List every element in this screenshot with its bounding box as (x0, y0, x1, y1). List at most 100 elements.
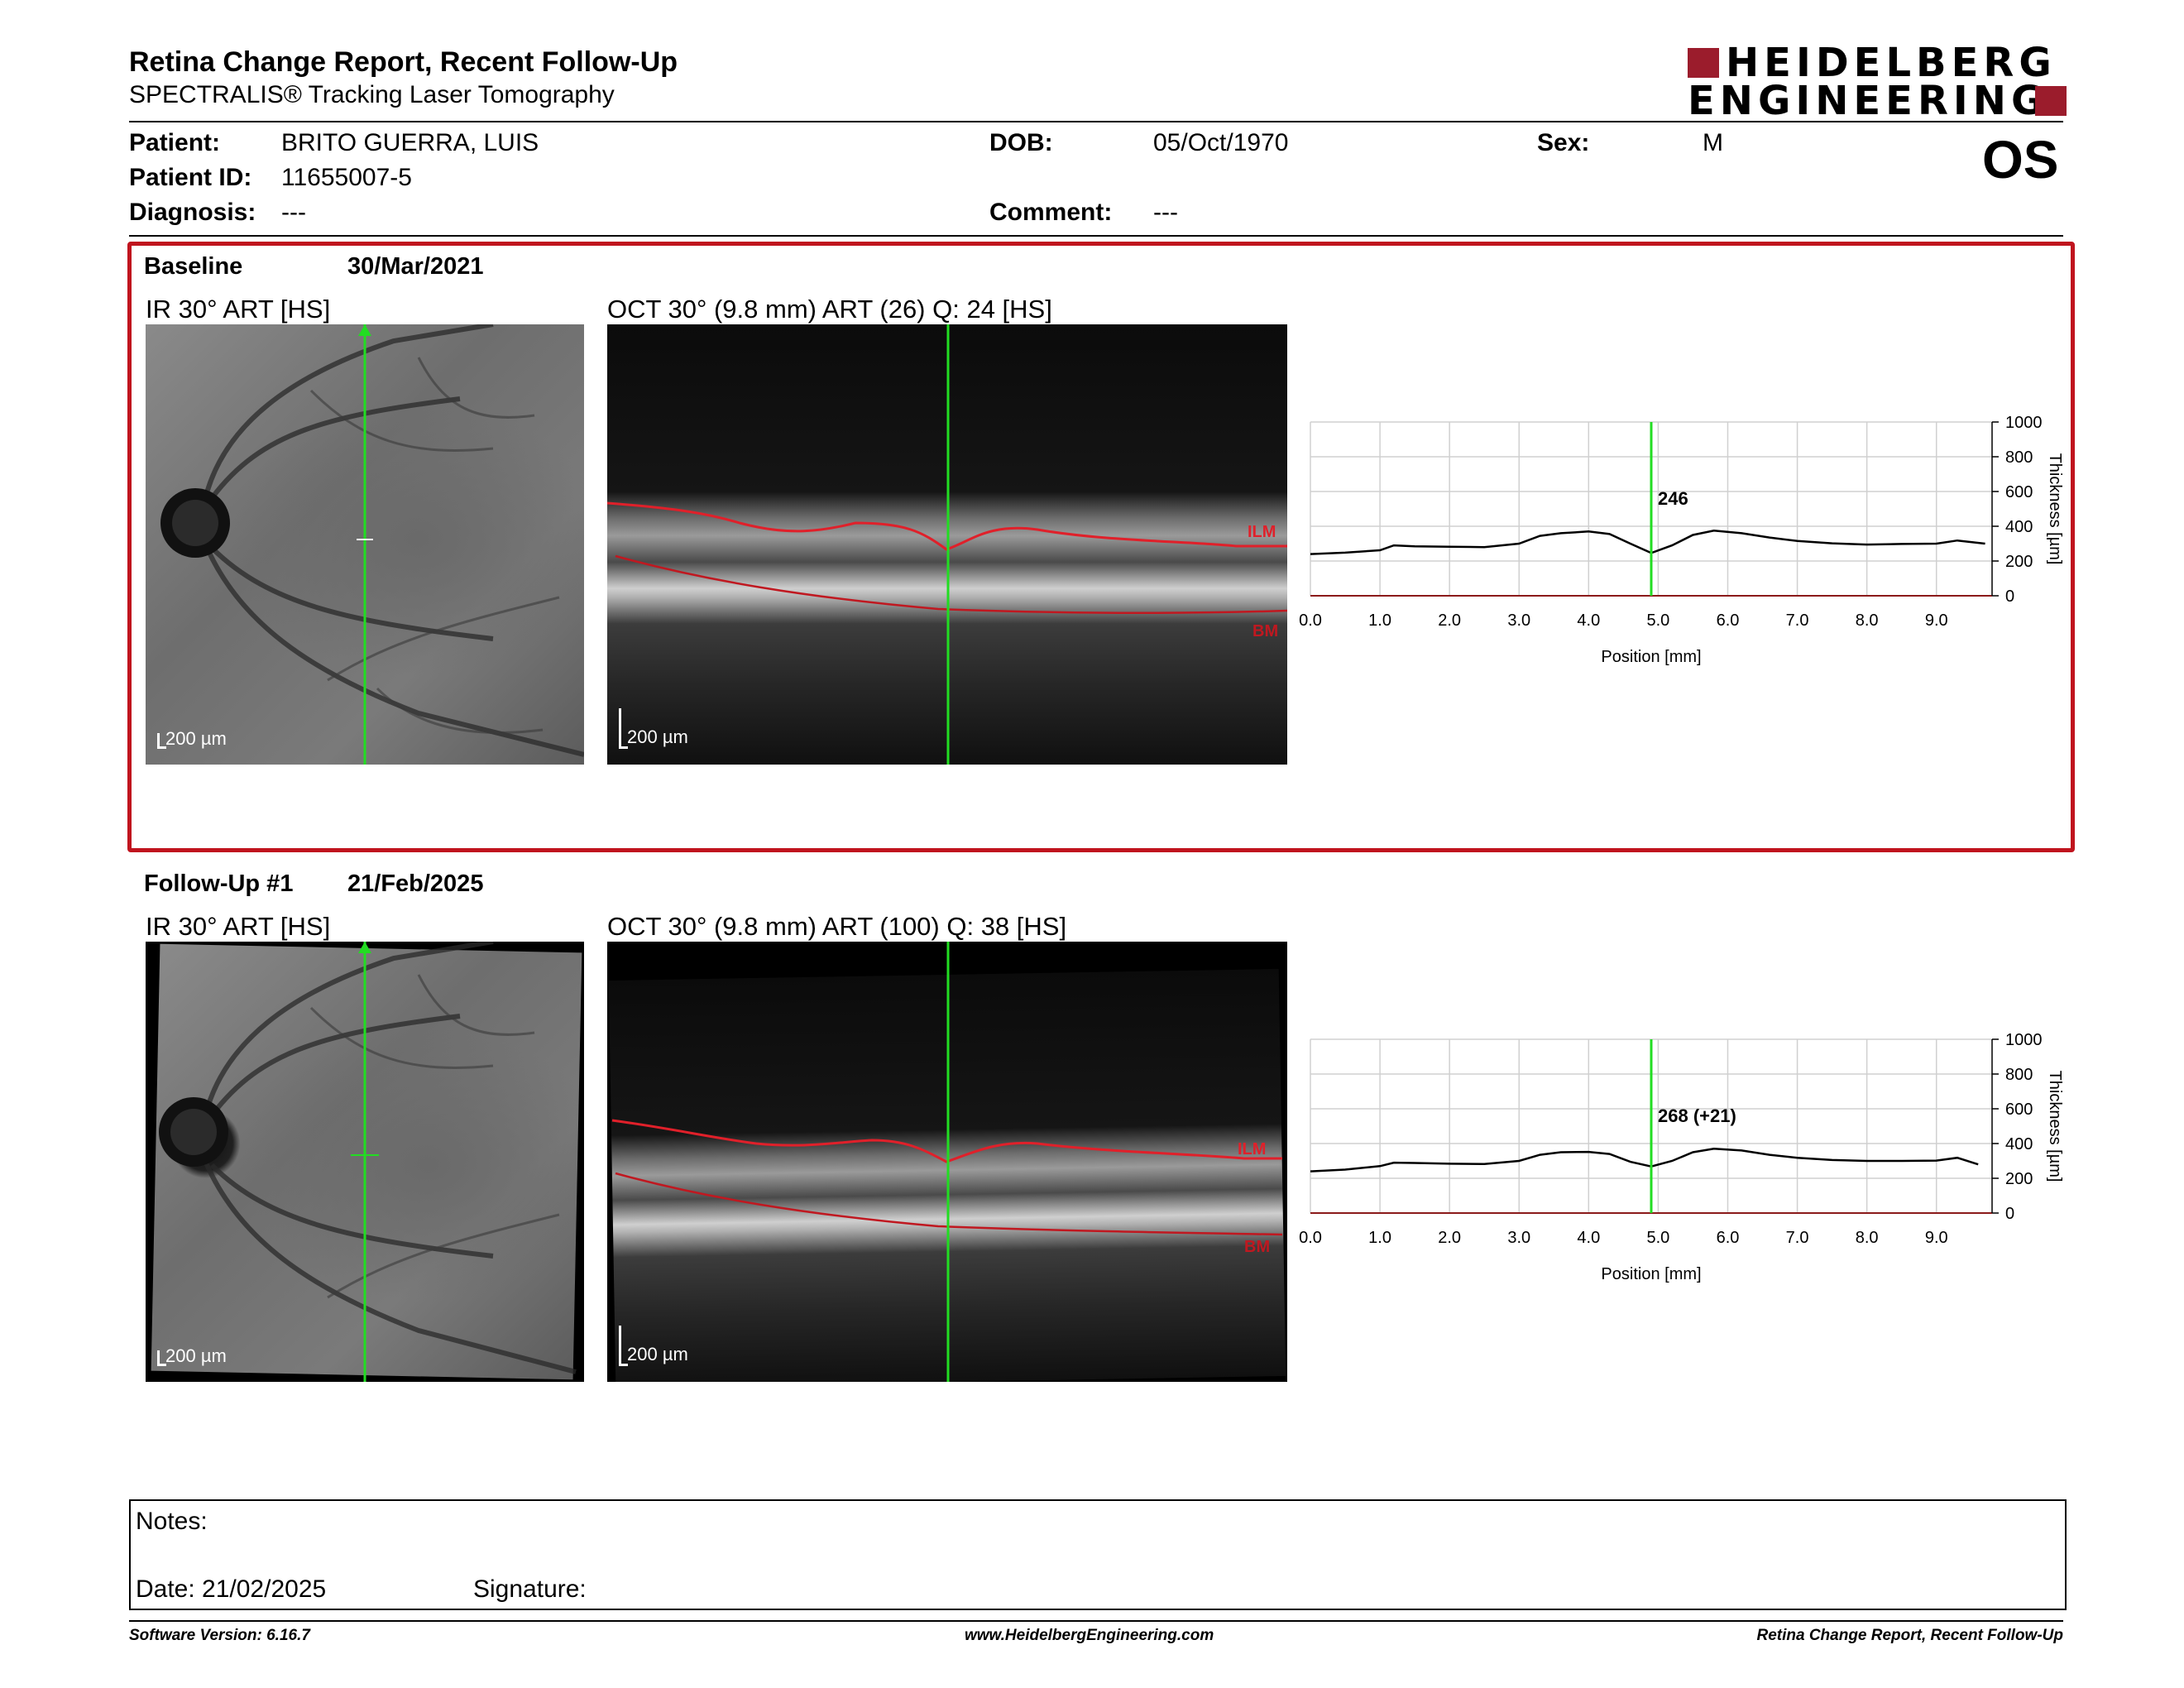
baseline-oct-image: ILM BM 200 µm (607, 324, 1287, 765)
patient-id: 11655007-5 (281, 164, 412, 191)
y-tick-label: 0 (2005, 587, 2014, 606)
y-tick-label: 0 (2005, 1205, 2014, 1223)
followup-date: 21/Feb/2025 (347, 870, 484, 897)
followup-ir-vessels (159, 942, 577, 1382)
followup-ilm-label: ILM (1238, 1140, 1267, 1158)
followup-ir-scale: 200 µm (165, 1345, 227, 1366)
y-tick-label: 400 (2005, 1135, 2033, 1153)
thickness-series-line (1310, 530, 1985, 555)
x-tick-label: 4.0 (1577, 1229, 1600, 1247)
sex-label: Sex: (1537, 129, 1590, 156)
baseline-oct-scale: 200 µm (627, 727, 688, 747)
followup-oct-scale-bar (619, 1326, 628, 1366)
y-tick-label: 400 (2005, 518, 2033, 536)
header-rule (129, 121, 2063, 122)
patient-rule (129, 235, 2063, 237)
y-tick-label: 600 (2005, 1101, 2033, 1119)
y-tick-label: 200 (2005, 1170, 2033, 1188)
marker-value-label: 268 (+21) (1658, 1105, 1736, 1126)
followup-bm-line (615, 1172, 1283, 1236)
baseline-ilm-line (607, 501, 1287, 551)
baseline-scan-arrow-icon (358, 324, 371, 336)
baseline-oct-overlay (607, 324, 1287, 765)
footer-report: Retina Change Report, Recent Follow-Up (1756, 1627, 2063, 1644)
x-tick-label: 5.0 (1647, 611, 1670, 630)
dob-value: 05/Oct/1970 (1153, 129, 1289, 156)
baseline-ilm-label: ILM (1248, 523, 1276, 541)
diagnosis-value: --- (281, 199, 306, 226)
y-tick-label: 1000 (2005, 414, 2043, 432)
followup-bm-label: BM (1244, 1238, 1271, 1256)
logo-line-2: ENGINEERING (1688, 78, 2049, 124)
followup-oct-label: OCT 30° (9.8 mm) ART (100) Q: 38 [HS] (607, 912, 1067, 941)
logo-line-1: HEIDELBERG (1726, 40, 2057, 86)
x-tick-label: 3.0 (1507, 611, 1530, 630)
x-tick-label: 6.0 (1717, 1229, 1740, 1247)
marker-value-label: 246 (1658, 488, 1688, 509)
baseline-ir-scale: 200 µm (165, 728, 227, 749)
footer-rule (129, 1620, 2063, 1622)
baseline-bm-label: BM (1252, 622, 1279, 640)
footer-url[interactable]: www.HeidelbergEngineering.com (965, 1627, 1214, 1644)
signature-label: Signature: (473, 1575, 587, 1603)
baseline-bm-line (615, 554, 1287, 615)
x-tick-label: 6.0 (1717, 611, 1740, 630)
heidelberg-logo: HEIDELBERG ENGINEERING (1688, 40, 2068, 121)
report-subtitle: SPECTRALIS® Tracking Laser Tomography (129, 81, 615, 108)
x-tick-label: 3.0 (1507, 1229, 1530, 1247)
x-tick-label: 1.0 (1368, 611, 1391, 630)
baseline-ir-image: 200 µm (146, 324, 584, 765)
x-axis-label: Position [mm] (1601, 648, 1701, 666)
baseline-ir-vessels (160, 324, 584, 765)
y-tick-label: 1000 (2005, 1031, 2043, 1049)
x-axis-label: Position [mm] (1601, 1265, 1701, 1283)
notes-box[interactable]: Notes: Date: 21/02/2025 Signature: (129, 1499, 2067, 1610)
x-tick-label: 4.0 (1577, 611, 1600, 630)
x-tick-label: 7.0 (1786, 1229, 1809, 1247)
patient-name: BRITO GUERRA, LUIS (281, 129, 539, 156)
thickness-series-line (1310, 1148, 1979, 1172)
x-tick-label: 5.0 (1647, 1229, 1670, 1247)
x-tick-label: 8.0 (1856, 611, 1879, 630)
y-tick-label: 200 (2005, 553, 2033, 571)
patient-label: Patient: (129, 129, 221, 156)
followup-oct-image: ILM BM 200 µm (607, 942, 1287, 1382)
followup-label: Follow-Up #1 (144, 870, 294, 897)
y-tick-label: 800 (2005, 1066, 2033, 1084)
followup-oct-overlay (611, 942, 1283, 1382)
followup-ir-label: IR 30° ART [HS] (146, 912, 331, 941)
x-tick-label: 1.0 (1368, 1229, 1391, 1247)
sex-value: M (1703, 129, 1723, 156)
y-axis-label: Thickness [µm] (2046, 453, 2064, 565)
y-tick-label: 600 (2005, 483, 2033, 501)
x-tick-label: 9.0 (1925, 611, 1948, 630)
followup-oct-scale: 200 µm (627, 1344, 688, 1364)
x-tick-label: 0.0 (1299, 1229, 1322, 1247)
baseline-date: 30/Mar/2021 (347, 253, 484, 280)
x-tick-label: 2.0 (1438, 611, 1461, 630)
y-tick-label: 800 (2005, 448, 2033, 467)
patient-id-label: Patient ID: (129, 164, 252, 191)
x-tick-label: 7.0 (1786, 611, 1809, 630)
baseline-label: Baseline (144, 253, 243, 280)
logo-block-bottom (2035, 86, 2067, 116)
x-tick-label: 8.0 (1856, 1229, 1879, 1247)
followup-ir-image: 200 µm (146, 942, 584, 1382)
logo-block-top (1688, 48, 1719, 78)
followup-thickness-chart: 0.0 1.0 2.0 3.0 4.0 5.0 6.0 7.0 8.0 9.0 0 200 400 600… (1299, 1031, 2064, 1283)
diagnosis-label: Diagnosis: (129, 199, 256, 226)
notes-date: Date: 21/02/2025 (136, 1575, 327, 1603)
followup-ir-scale-bar (157, 1350, 166, 1366)
comment-label: Comment: (989, 199, 1113, 226)
footer-software: Software Version: 6.16.7 (129, 1627, 310, 1644)
baseline-oct-scale-bar (619, 708, 628, 749)
followup-scan-arrow-icon (358, 942, 371, 953)
baseline-ir-scale-bar (157, 733, 166, 749)
baseline-oct-label: OCT 30° (9.8 mm) ART (26) Q: 24 [HS] (607, 295, 1052, 324)
y-axis-label: Thickness [µm] (2046, 1071, 2064, 1182)
baseline-section (127, 242, 2075, 852)
baseline-ir-label: IR 30° ART [HS] (146, 295, 331, 324)
dob-label: DOB: (989, 129, 1053, 156)
notes-label: Notes: (136, 1508, 208, 1535)
report-title: Retina Change Report, Recent Follow-Up (129, 46, 678, 78)
